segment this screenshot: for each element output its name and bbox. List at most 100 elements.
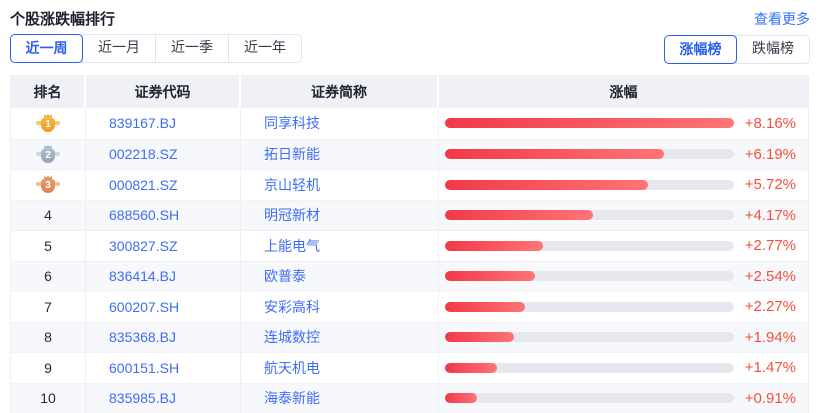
page-title: 个股涨跌幅排行	[10, 11, 116, 28]
stock-code-link[interactable]: 600207.SH	[86, 292, 241, 322]
change-percent-label: +2.54%	[744, 267, 796, 285]
column-header-change: 涨幅	[609, 83, 638, 100]
stock-name-link[interactable]: 拓日新能	[241, 139, 439, 169]
change-bar-fill	[445, 332, 514, 343]
rank-cell: 7	[11, 292, 86, 322]
change-bar-track	[445, 210, 734, 221]
stock-name-link[interactable]: 航天机电	[241, 353, 439, 383]
stock-code-link[interactable]: 000821.SZ	[86, 170, 241, 200]
stock-code-link[interactable]: 300827.SZ	[86, 231, 241, 261]
change-bar-fill	[445, 271, 535, 282]
change-bar-track	[445, 393, 734, 404]
table-body: 1 839167.BJ 同享科技 +8.16% 2 002218.SZ 拓日新能…	[11, 108, 808, 413]
stock-name-link[interactable]: 安彩高科	[241, 292, 439, 322]
stock-name-link[interactable]: 上能电气	[241, 231, 439, 261]
rank-cell: 1	[11, 108, 86, 139]
change-bar-fill	[445, 301, 526, 312]
change-bar-track	[445, 179, 734, 190]
column-header-code: 证券代码	[86, 75, 241, 108]
tab-gainers-board[interactable]: 涨幅榜	[664, 35, 737, 64]
change-cell: +1.94%	[439, 323, 808, 353]
change-bar-fill	[445, 149, 665, 160]
table-row: 3 000821.SZ 京山轻机 +5.72%	[11, 169, 808, 200]
change-cell: +2.77%	[439, 231, 808, 261]
change-cell: +2.54%	[439, 262, 808, 292]
rank-cell: 5	[11, 231, 86, 261]
tab-last-week[interactable]: 近一周	[10, 34, 83, 63]
change-bar-track	[445, 332, 734, 343]
stock-name-link[interactable]: 海泰新能	[241, 383, 439, 413]
stock-code-link[interactable]: 600151.SH	[86, 353, 241, 383]
column-header-name: 证券简称	[241, 75, 439, 108]
rank-cell: 6	[11, 261, 86, 291]
change-bar-track	[445, 240, 734, 251]
table-row: 1 839167.BJ 同享科技 +8.16%	[11, 108, 808, 139]
change-bar-track	[445, 362, 734, 373]
silver-medal-icon: 2	[35, 144, 61, 164]
change-bar-fill	[445, 210, 593, 221]
change-percent-label: +2.77%	[744, 237, 796, 255]
view-more-link[interactable]: 查看更多	[754, 11, 810, 27]
gold-medal-icon: 1	[35, 113, 61, 133]
rank-cell: 2	[11, 139, 86, 169]
change-percent-label: +6.19%	[744, 145, 796, 163]
rank-cell: 9	[11, 353, 86, 383]
stock-name-link[interactable]: 明冠新材	[241, 200, 439, 230]
table-row: 9 600151.SH 航天机电 +1.47%	[11, 352, 808, 383]
table-row: 4 688560.SH 明冠新材 +4.17%	[11, 199, 808, 231]
tab-last-quarter[interactable]: 近一季	[155, 35, 228, 62]
rank-cell: 4	[11, 200, 86, 230]
change-bar-fill	[445, 240, 544, 251]
change-cell: +6.19%	[439, 140, 808, 170]
change-cell: +0.91%	[439, 384, 808, 413]
table-row: 8 835368.BJ 连城数控 +1.94%	[11, 321, 808, 353]
tab-last-month[interactable]: 近一月	[82, 35, 155, 62]
stock-code-link[interactable]: 835985.BJ	[86, 383, 241, 413]
stock-name-link[interactable]: 连城数控	[241, 322, 439, 352]
bronze-medal-icon: 3	[35, 175, 61, 194]
change-bar-fill	[445, 393, 478, 404]
change-percent-label: +2.27%	[744, 298, 796, 316]
change-cell: +8.16%	[439, 108, 808, 139]
stock-name-link[interactable]: 京山轻机	[241, 170, 439, 200]
table-row: 6 836414.BJ 欧普泰 +2.54%	[11, 260, 808, 292]
stock-name-link[interactable]: 同享科技	[241, 108, 439, 139]
board-tab-group: 涨幅榜 跌幅榜	[664, 35, 810, 64]
change-bar-track	[445, 301, 734, 312]
stock-code-link[interactable]: 836414.BJ	[86, 261, 241, 291]
change-bar-fill	[445, 362, 498, 373]
change-cell: +2.27%	[439, 292, 808, 322]
stock-name-link[interactable]: 欧普泰	[241, 261, 439, 291]
column-header-rank: 排名	[11, 75, 86, 108]
stock-code-link[interactable]: 839167.BJ	[86, 108, 241, 139]
tab-last-year[interactable]: 近一年	[228, 35, 301, 62]
change-percent-label: +1.94%	[744, 328, 796, 346]
change-percent-label: +4.17%	[744, 206, 796, 224]
change-percent-label: +0.91%	[744, 389, 796, 407]
change-bar-track	[445, 149, 734, 160]
change-bar-fill	[445, 179, 648, 190]
change-bar-fill	[445, 118, 734, 129]
change-cell: +4.17%	[439, 201, 808, 231]
rank-cell: 3	[11, 170, 86, 200]
change-cell: +1.47%	[439, 353, 808, 383]
tab-losers-board[interactable]: 跌幅榜	[736, 36, 809, 63]
rank-cell: 10	[11, 383, 86, 413]
stock-code-link[interactable]: 688560.SH	[86, 200, 241, 230]
table-row: 10 835985.BJ 海泰新能 +0.91%	[11, 382, 808, 413]
table-header-row: 排名 证券代码 证券简称 涨幅	[11, 75, 808, 108]
change-cell: +5.72%	[439, 170, 808, 200]
stock-code-link[interactable]: 835368.BJ	[86, 322, 241, 352]
table-row: 2 002218.SZ 拓日新能 +6.19%	[11, 138, 808, 170]
change-bar-track	[445, 271, 734, 282]
table-row: 5 300827.SZ 上能电气 +2.77%	[11, 230, 808, 261]
change-bar-track	[445, 118, 734, 129]
table-row: 7 600207.SH 安彩高科 +2.27%	[11, 291, 808, 322]
change-percent-label: +1.47%	[744, 359, 796, 377]
ranking-table: 排名 证券代码 证券简称 涨幅 1 839167.BJ 同享科技 +8.16% …	[10, 75, 809, 413]
rank-cell: 8	[11, 322, 86, 352]
change-percent-label: +8.16%	[744, 114, 796, 132]
change-percent-label: +5.72%	[744, 176, 796, 194]
stock-code-link[interactable]: 002218.SZ	[86, 139, 241, 169]
